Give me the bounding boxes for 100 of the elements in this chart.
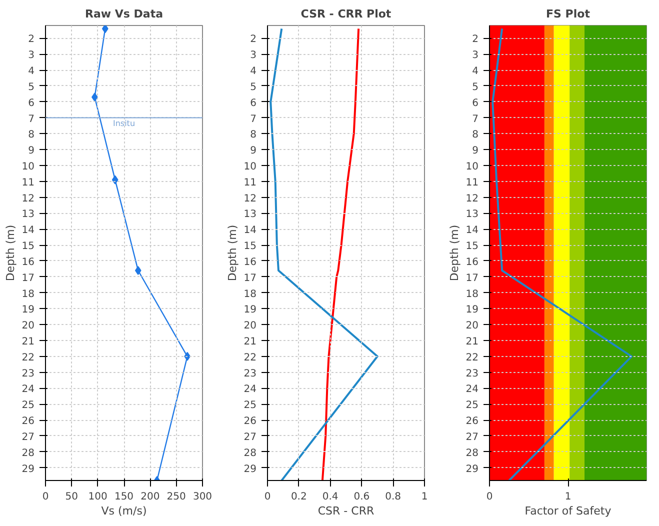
y-tick-label: 22 bbox=[22, 352, 35, 364]
y-tick-label: 6 bbox=[250, 98, 257, 109]
y-tick-label: 10 bbox=[22, 162, 35, 172]
x-axis-title: Factor of Safety bbox=[524, 504, 612, 518]
y-tick-label: 2 bbox=[28, 34, 35, 46]
y-tick-label: 29 bbox=[466, 464, 479, 475]
y-tick-label: 18 bbox=[466, 288, 479, 300]
x-tick-label: 0 bbox=[486, 492, 493, 502]
x-tick-label: 50 bbox=[65, 492, 78, 502]
y-tick-label: 3 bbox=[28, 50, 35, 62]
y-axis-title: Depth (m) bbox=[448, 224, 461, 282]
y-tick-label: 29 bbox=[22, 464, 35, 475]
y-tick-label: 28 bbox=[244, 448, 257, 459]
y-tick-label: 28 bbox=[466, 448, 479, 459]
y-tick-label: 13 bbox=[244, 209, 257, 220]
y-tick-label: 26 bbox=[244, 416, 257, 428]
y-tick-label: 16 bbox=[244, 256, 257, 268]
y-tick-label: 20 bbox=[466, 320, 479, 332]
y-tick-label: 17 bbox=[466, 272, 479, 284]
y-tick-label: 17 bbox=[22, 272, 35, 284]
x-tick-label: 0.6 bbox=[354, 492, 370, 502]
y-tick-label: 21 bbox=[244, 336, 257, 348]
y-tick-label: 15 bbox=[244, 241, 257, 252]
x-tick-label: 250 bbox=[166, 492, 186, 502]
y-tick-label: 28 bbox=[22, 448, 35, 459]
y-tick-label: 12 bbox=[244, 193, 257, 204]
x-tick-label: 0.2 bbox=[290, 492, 307, 502]
chart-title: CSR - CRR Plot bbox=[300, 8, 392, 20]
y-tick-label: 14 bbox=[244, 225, 257, 236]
y-tick-label: 17 bbox=[244, 272, 257, 284]
y-tick-label: 20 bbox=[244, 320, 257, 332]
y-tick-label: 4 bbox=[28, 66, 35, 78]
y-tick-label: 27 bbox=[466, 432, 479, 443]
x-tick-label: 300 bbox=[192, 492, 212, 502]
y-tick-label: 25 bbox=[466, 400, 479, 412]
y-tick-label: 21 bbox=[466, 336, 479, 348]
y-tick-label: 24 bbox=[466, 384, 479, 396]
x-tick-label: 1 bbox=[421, 492, 428, 502]
y-tick-label: 20 bbox=[22, 320, 35, 332]
y-tick-label: 24 bbox=[22, 384, 35, 396]
y-tick-label: 15 bbox=[466, 241, 479, 252]
x-tick-label: 100 bbox=[88, 492, 108, 502]
y-tick-label: 19 bbox=[466, 304, 479, 316]
y-tick-label: 5 bbox=[28, 82, 35, 93]
x-axis-title: CSR - CRR bbox=[318, 504, 374, 518]
y-axis-title: Depth (m) bbox=[4, 224, 17, 282]
y-tick-label: 18 bbox=[244, 288, 257, 300]
y-tick-label: 10 bbox=[244, 162, 257, 172]
y-tick-label: 27 bbox=[244, 432, 257, 443]
x-tick-label: 0 bbox=[42, 492, 49, 502]
y-tick-label: 5 bbox=[250, 82, 257, 93]
ref-line-label: Insitu bbox=[112, 118, 136, 128]
y-tick-label: 12 bbox=[466, 193, 479, 204]
y-tick-label: 19 bbox=[22, 304, 35, 316]
x-tick-label: 0.8 bbox=[385, 492, 402, 502]
y-tick-label: 23 bbox=[22, 368, 35, 380]
y-tick-label: 6 bbox=[28, 98, 35, 109]
y-tick-label: 16 bbox=[466, 256, 479, 268]
y-tick-label: 8 bbox=[250, 130, 257, 141]
y-tick-label: 3 bbox=[472, 50, 479, 62]
y-tick-label: 23 bbox=[466, 368, 479, 380]
y-tick-label: 4 bbox=[472, 66, 479, 78]
y-tick-label: 11 bbox=[22, 177, 35, 188]
y-tick-label: 18 bbox=[22, 288, 35, 300]
y-tick-label: 23 bbox=[244, 368, 257, 380]
y-tick-label: 27 bbox=[22, 432, 35, 443]
y-tick-label: 26 bbox=[466, 416, 479, 428]
y-tick-label: 7 bbox=[472, 114, 479, 125]
y-tick-label: 14 bbox=[466, 225, 479, 236]
y-tick-label: 8 bbox=[28, 130, 35, 141]
y-tick-label: 29 bbox=[244, 464, 257, 475]
y-tick-label: 26 bbox=[22, 416, 35, 428]
x-tick-label: 0.4 bbox=[322, 492, 338, 502]
x-tick-label: 1 bbox=[564, 492, 572, 502]
x-tick-label: 150 bbox=[114, 492, 134, 502]
y-tick-label: 11 bbox=[466, 177, 479, 188]
y-tick-label: 25 bbox=[22, 400, 35, 412]
y-tick-label: 12 bbox=[22, 193, 35, 204]
y-tick-label: 5 bbox=[472, 82, 479, 93]
y-tick-label: 24 bbox=[244, 384, 257, 396]
y-tick-label: 7 bbox=[250, 114, 257, 125]
y-tick-label: 11 bbox=[244, 177, 257, 188]
y-tick-label: 3 bbox=[250, 50, 257, 62]
y-tick-label: 22 bbox=[466, 352, 479, 364]
y-tick-label: 2 bbox=[472, 34, 479, 46]
y-tick-label: 21 bbox=[22, 336, 35, 348]
y-tick-label: 15 bbox=[22, 241, 35, 252]
y-tick-label: 9 bbox=[28, 146, 35, 157]
y-tick-label: 9 bbox=[472, 146, 479, 157]
y-tick-label: 13 bbox=[466, 209, 479, 220]
y-tick-label: 10 bbox=[466, 162, 479, 172]
y-tick-label: 6 bbox=[472, 98, 479, 109]
y-tick-label: 2 bbox=[250, 34, 257, 46]
y-tick-label: 14 bbox=[22, 225, 35, 236]
x-axis-title: Vs (m/s) bbox=[101, 504, 147, 518]
chart-title: Raw Vs Data bbox=[84, 8, 164, 20]
x-tick-label: 0 bbox=[264, 492, 271, 502]
y-tick-label: 16 bbox=[22, 256, 35, 268]
y-tick-label: 4 bbox=[250, 66, 257, 78]
y-tick-label: 8 bbox=[472, 130, 479, 141]
